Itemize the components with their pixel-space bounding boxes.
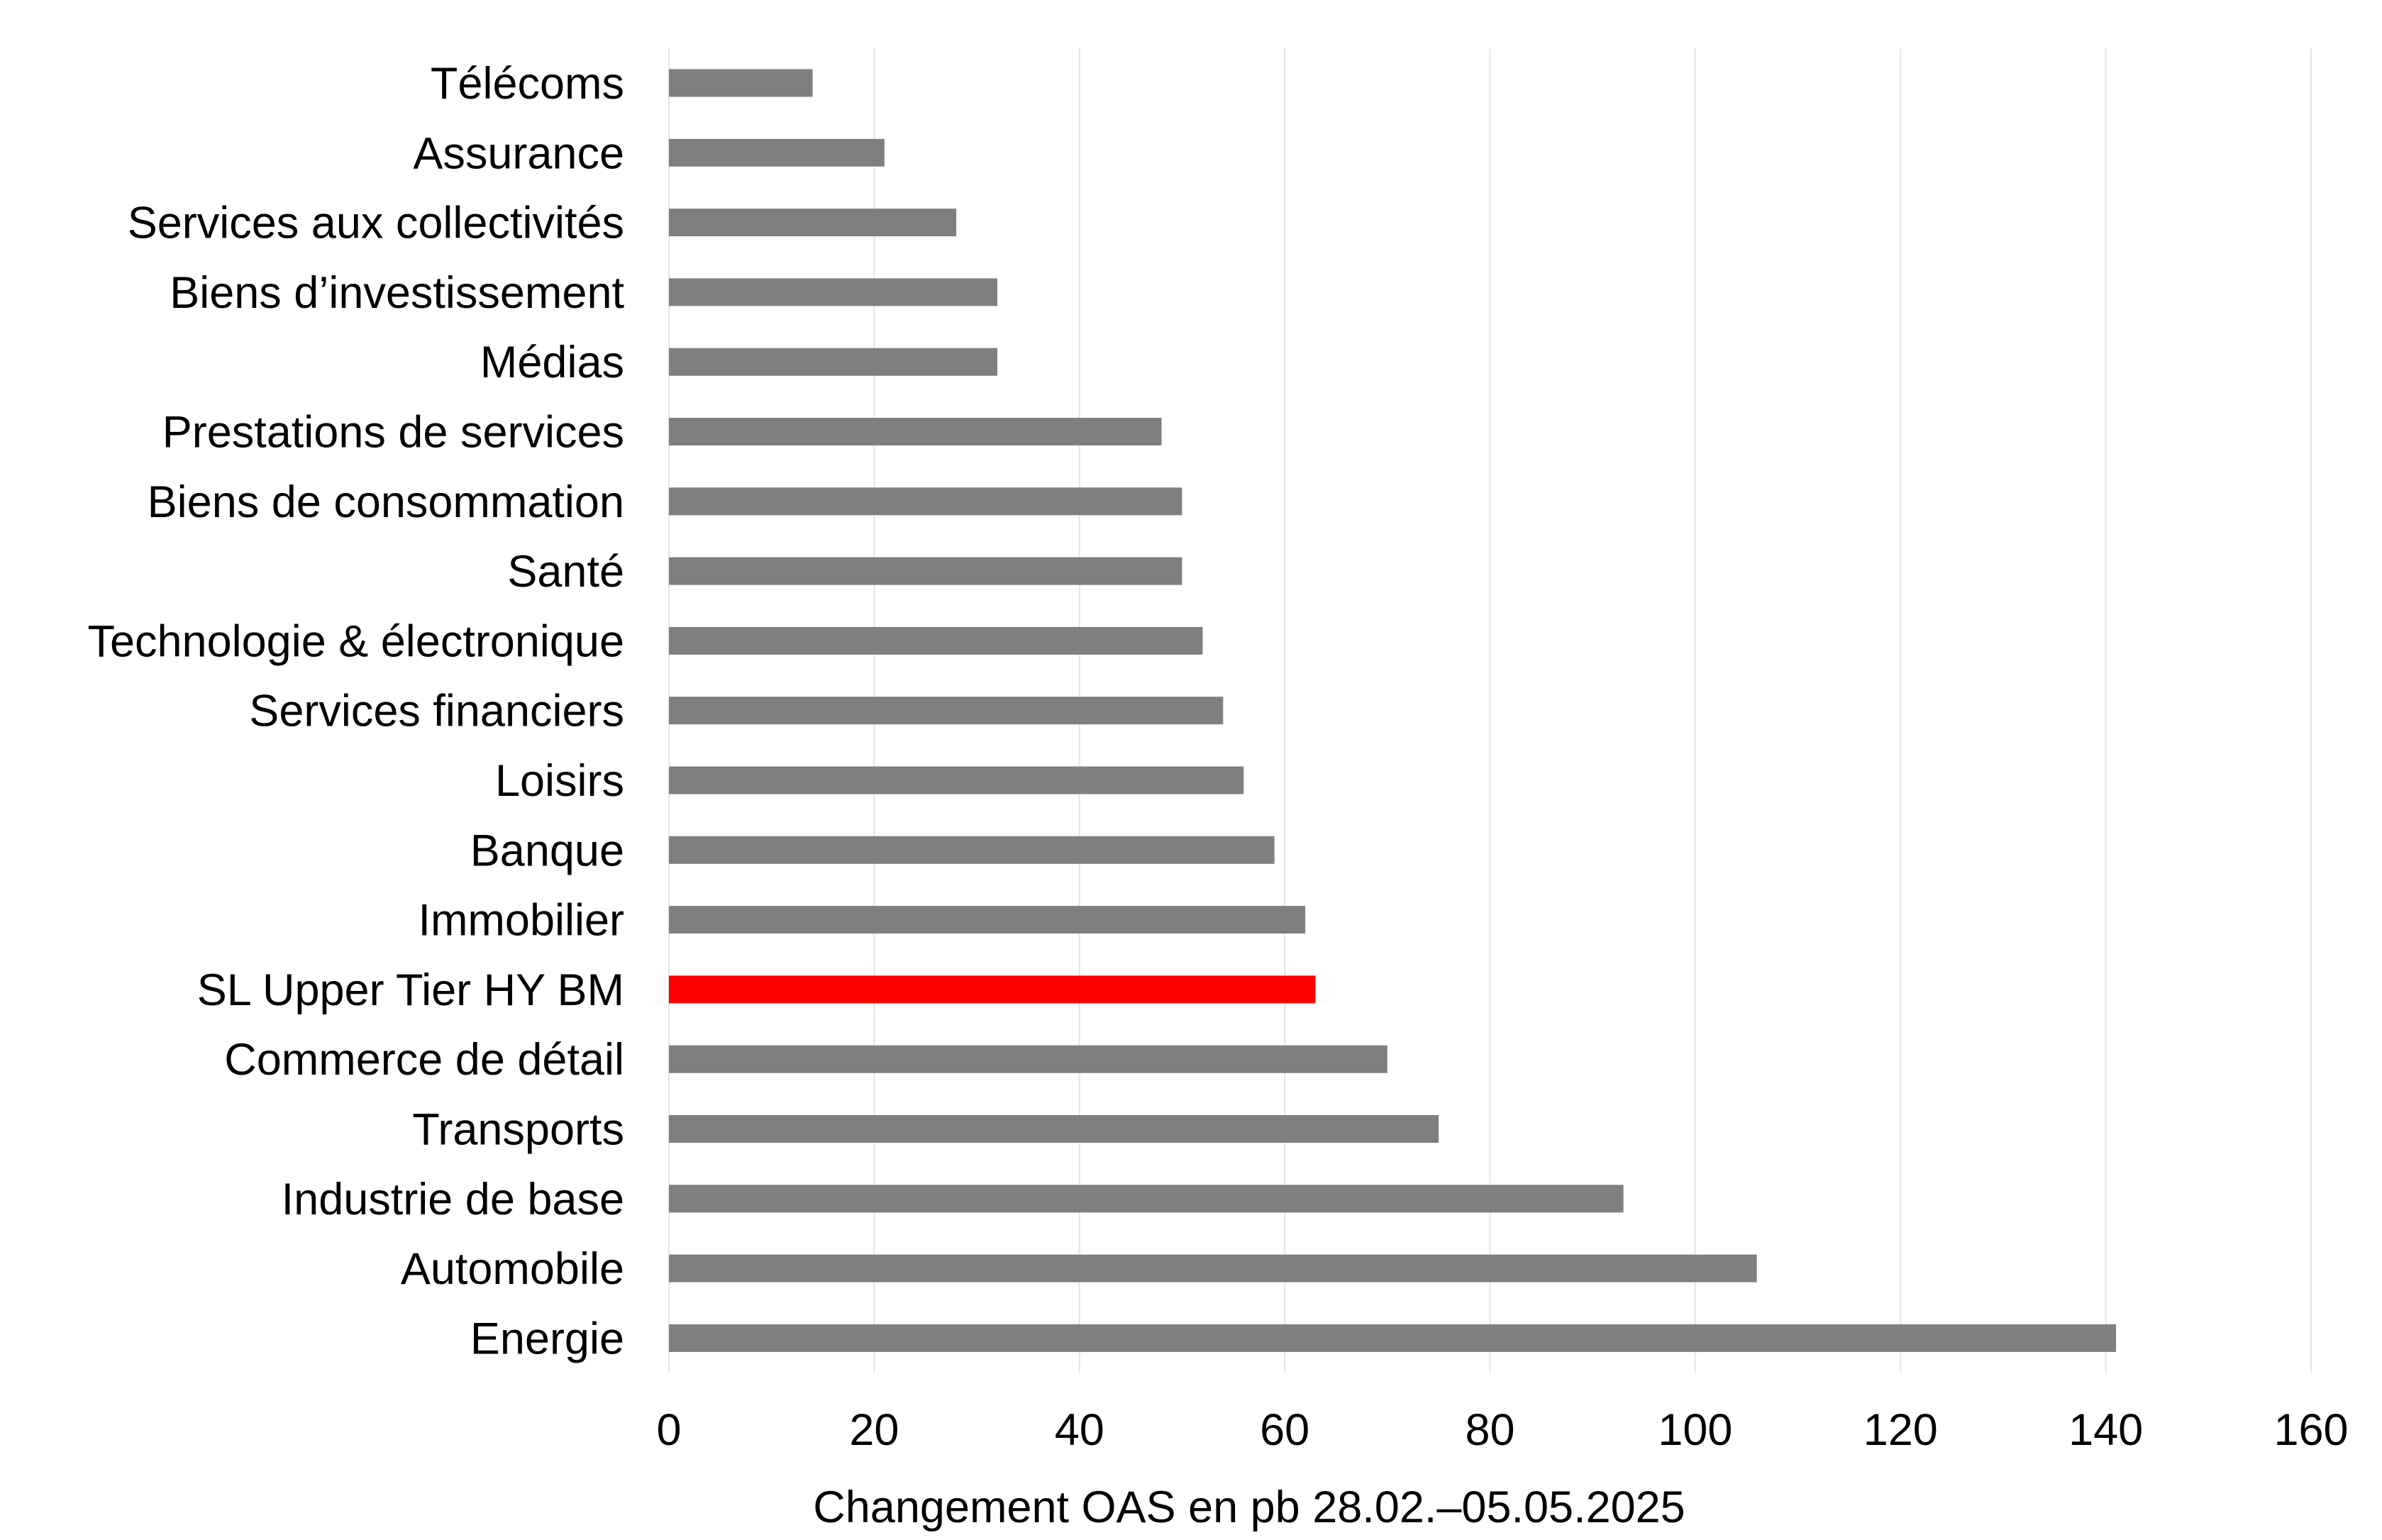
x-tick-label: 120 xyxy=(1863,1405,1938,1455)
x-tick-label: 100 xyxy=(1658,1405,1732,1455)
category-label: Biens d’investissement xyxy=(170,268,624,318)
bars xyxy=(669,69,2117,1352)
x-tick-label: 40 xyxy=(1055,1405,1104,1455)
category-label: SL Upper Tier HY BM xyxy=(197,965,624,1015)
category-label: Prestations de services xyxy=(162,408,624,458)
x-axis-title: Changement OAS en pb 28.02.–05.05.2025 xyxy=(813,1483,1685,1532)
category-label: Commerce de détail xyxy=(224,1035,624,1085)
category-label: Technologie & électronique xyxy=(87,616,624,666)
category-label: Services financiers xyxy=(249,687,624,736)
bar xyxy=(669,1185,1624,1213)
bar xyxy=(669,278,997,306)
bar xyxy=(669,348,997,376)
bar xyxy=(669,209,957,237)
bar xyxy=(669,697,1224,725)
bar xyxy=(669,1045,1387,1073)
bar xyxy=(669,626,1203,655)
x-tick-label: 80 xyxy=(1465,1405,1514,1455)
bar xyxy=(669,906,1306,934)
x-tick-label: 60 xyxy=(1260,1405,1309,1455)
bar xyxy=(669,1324,2117,1352)
category-label: Transports xyxy=(412,1105,624,1155)
category-label: Immobilier xyxy=(418,896,624,946)
category-label: Biens de consommation xyxy=(148,477,624,527)
category-label: Banque xyxy=(470,826,624,875)
category-label: Médias xyxy=(480,338,624,387)
bar xyxy=(669,766,1244,794)
x-tick-labels: 0 20 40 60 80 100 120 140 160 xyxy=(656,1405,2348,1455)
bar xyxy=(669,69,813,97)
category-label: Assurance xyxy=(413,128,624,178)
x-tick-label: 140 xyxy=(2068,1405,2143,1455)
category-label: Automobile xyxy=(401,1244,624,1294)
bar-highlight xyxy=(669,975,1316,1004)
category-label: Industrie de base xyxy=(282,1175,624,1224)
bar xyxy=(669,836,1275,864)
category-label: Télécoms xyxy=(431,59,624,109)
bar xyxy=(669,1254,1757,1283)
bar xyxy=(669,418,1162,445)
x-tick-label: 20 xyxy=(849,1405,899,1455)
category-label: Services aux collectivités xyxy=(128,199,624,248)
x-tick-label: 160 xyxy=(2273,1405,2348,1455)
x-tick-label: 0 xyxy=(656,1405,681,1455)
bar xyxy=(669,487,1182,516)
bar xyxy=(669,557,1182,585)
bar xyxy=(669,1115,1439,1143)
category-labels: Télécoms Assurance Services aux collectivi… xyxy=(87,59,624,1363)
category-label: Santé xyxy=(507,547,624,597)
category-label: Loisirs xyxy=(495,756,624,806)
category-label: Energie xyxy=(470,1314,624,1363)
bar xyxy=(669,138,885,167)
